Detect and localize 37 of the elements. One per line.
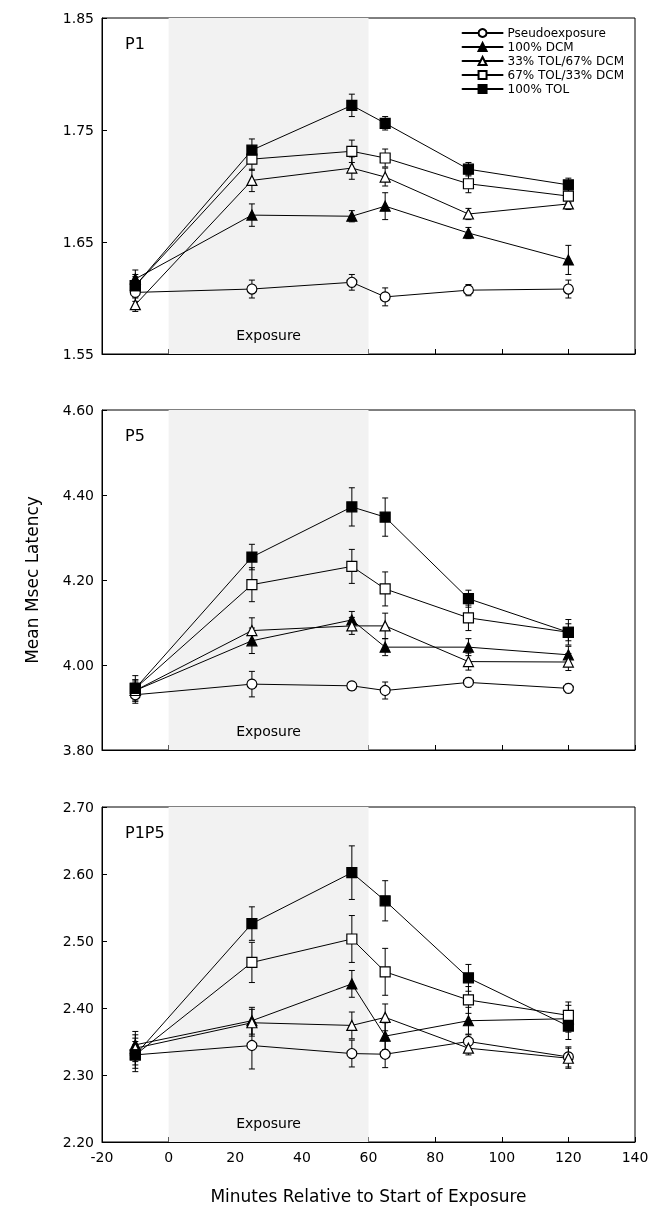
- y-axis-title: Mean Msec Latency: [21, 496, 42, 664]
- y-tick-label: 2.60: [62, 866, 94, 882]
- legend-label: 100% DCM: [507, 40, 574, 54]
- legend-label: Pseudoexposure: [507, 26, 606, 40]
- band-label: Exposure: [236, 723, 301, 739]
- y-tick-label: 1.65: [62, 234, 94, 250]
- x-tick-label: 20: [226, 1149, 245, 1165]
- legend-label: 67% TOL/33% DCM: [507, 68, 624, 82]
- legend-label: 100% TOL: [507, 82, 570, 96]
- y-tick-label: 2.40: [62, 1000, 94, 1016]
- x-tick-label: 0: [164, 1149, 174, 1165]
- band-label: Exposure: [236, 1115, 301, 1131]
- x-tick-label: 120: [555, 1149, 582, 1165]
- legend-label: 33% TOL/67% DCM: [507, 54, 624, 68]
- y-tick-label: 1.75: [62, 122, 94, 138]
- y-tick-label: 2.50: [62, 933, 94, 949]
- x-tick-label: 140: [621, 1149, 649, 1165]
- y-tick-label: 1.55: [62, 346, 94, 362]
- band-label: Exposure: [236, 327, 301, 343]
- y-tick-label: 3.80: [62, 742, 94, 758]
- y-tick-label: 4.00: [62, 657, 94, 673]
- x-tick-label: 40: [292, 1149, 311, 1165]
- text: P5: [125, 425, 145, 445]
- text: P1P5: [125, 822, 165, 842]
- y-tick-label: 4.20: [62, 572, 94, 588]
- y-tick-label: 1.85: [62, 10, 94, 26]
- x-tick-label: 60: [359, 1149, 378, 1165]
- x-axis-title: Minutes Relative to Start of Exposure: [210, 1185, 527, 1206]
- y-tick-label: 2.70: [62, 799, 94, 815]
- x-tick-label: -20: [90, 1149, 114, 1165]
- y-tick-label: 4.60: [62, 402, 94, 418]
- x-tick-label: 100: [488, 1149, 516, 1165]
- text: P1: [125, 33, 145, 53]
- y-tick-label: 4.40: [62, 487, 94, 503]
- x-tick-label: 80: [426, 1149, 445, 1165]
- y-tick-label: 2.30: [62, 1067, 94, 1083]
- y-tick-label: 2.20: [62, 1134, 94, 1150]
